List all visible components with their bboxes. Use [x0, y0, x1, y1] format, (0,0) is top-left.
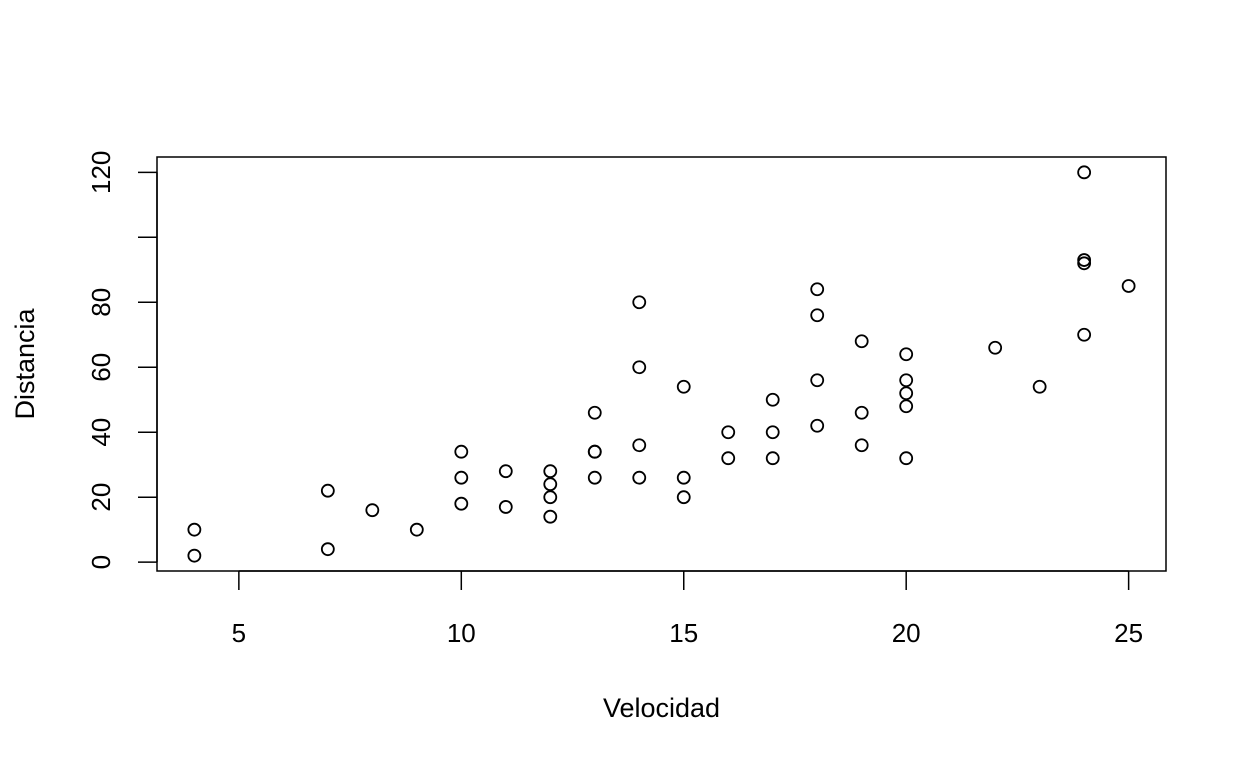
- y-axis-title: Distancia: [10, 307, 40, 419]
- x-tick-label: 20: [892, 618, 921, 648]
- data-point: [676, 470, 691, 485]
- data-point: [899, 347, 914, 362]
- data-point: [1077, 165, 1092, 180]
- y-tick-label: 40: [86, 418, 116, 447]
- data-point: [498, 500, 513, 514]
- x-tick-label: 5: [232, 618, 246, 648]
- data-point: [899, 451, 914, 466]
- data-point: [587, 444, 602, 459]
- data-point: [810, 282, 825, 297]
- data-point: [587, 405, 602, 420]
- data-point: [632, 360, 647, 375]
- data-point: [632, 295, 647, 310]
- data-point: [454, 470, 469, 485]
- data-point: [810, 418, 825, 433]
- data-point: [721, 451, 736, 466]
- data-point: [454, 444, 469, 459]
- data-point: [854, 334, 869, 349]
- data-point: [1032, 379, 1047, 394]
- data-point: [365, 503, 380, 518]
- data-point: [899, 399, 914, 414]
- data-point: [676, 379, 691, 394]
- data-point: [187, 548, 202, 563]
- data-point: [543, 490, 558, 505]
- y-tick-label: 80: [86, 288, 116, 317]
- data-point: [454, 496, 469, 511]
- data-point: [632, 438, 647, 453]
- data-point: [320, 542, 335, 557]
- y-tick-label: 20: [86, 483, 116, 512]
- data-point: [765, 392, 780, 407]
- x-axis-title: Velocidad: [603, 693, 720, 723]
- x-tick-label: 25: [1114, 618, 1143, 648]
- data-points: [187, 165, 1136, 563]
- y-tick-label: 0: [86, 555, 116, 569]
- data-point: [899, 386, 914, 401]
- data-point: [632, 470, 647, 485]
- data-point: [320, 483, 335, 498]
- data-point: [543, 477, 558, 492]
- x-axis: 5 10 15 20 25: [232, 570, 1143, 648]
- y-tick-label: 60: [86, 353, 116, 382]
- data-point: [409, 522, 424, 537]
- x-tick-label: 15: [669, 618, 698, 648]
- y-tick-label: 120: [86, 151, 116, 194]
- data-point: [988, 340, 1003, 355]
- data-point: [498, 464, 513, 479]
- data-point: [1121, 279, 1136, 293]
- y-axis: 0 20 40 60 80 120: [86, 151, 158, 569]
- x-tick-label: 10: [447, 618, 476, 648]
- data-point: [543, 509, 558, 524]
- data-point: [765, 451, 780, 466]
- data-point: [543, 464, 558, 479]
- data-point: [187, 522, 202, 537]
- data-point: [810, 308, 825, 323]
- data-point: [1077, 327, 1092, 342]
- data-point: [899, 373, 914, 388]
- data-point: [854, 438, 869, 453]
- data-point: [765, 425, 780, 440]
- plot-box: [156, 156, 1167, 572]
- data-point: [810, 373, 825, 388]
- data-point: [1077, 253, 1092, 267]
- data-point: [587, 470, 602, 485]
- data-point: [721, 425, 736, 440]
- data-point: [854, 405, 869, 420]
- data-point: [676, 490, 691, 505]
